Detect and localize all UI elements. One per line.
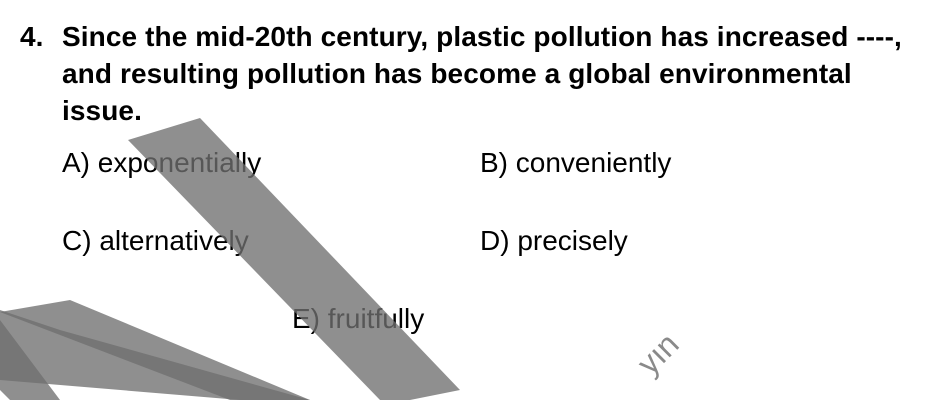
question-stem: Since the mid-20th century, plastic poll… (62, 21, 902, 126)
option-letter: C) (62, 225, 92, 256)
option-letter: B) (480, 147, 508, 178)
option-text: alternatively (99, 225, 249, 256)
question-number: 4. (20, 21, 44, 52)
option-c[interactable]: C) alternatively (62, 224, 249, 258)
option-a[interactable]: A) exponentially (62, 146, 261, 180)
option-e[interactable]: E) fruitfully (292, 302, 424, 336)
option-text: fruitfully (327, 303, 425, 334)
option-letter: A) (62, 147, 90, 178)
option-text: precisely (517, 225, 628, 256)
option-letter: D) (480, 225, 510, 256)
option-b[interactable]: B) conveniently (480, 146, 671, 180)
option-text: conveniently (515, 147, 672, 178)
option-d[interactable]: D) precisely (480, 224, 628, 258)
option-letter: E) (292, 303, 320, 334)
option-text: exponentially (97, 147, 262, 178)
